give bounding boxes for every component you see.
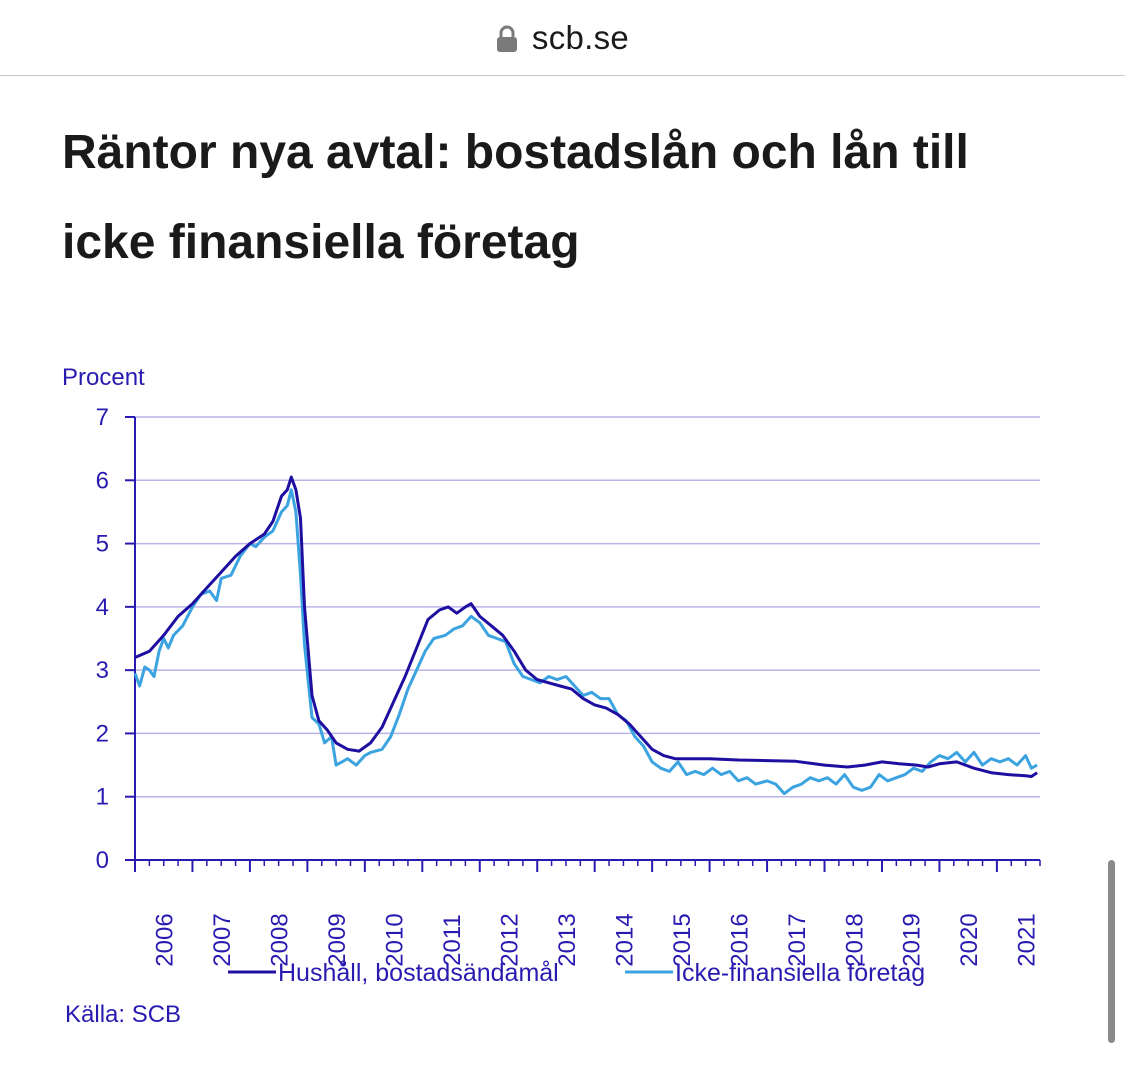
page-title: Räntor nya avtal: bostadslån och lån til… xyxy=(62,126,969,269)
x-tick-label: 2017 xyxy=(784,913,811,966)
y-tick-label: 7 xyxy=(96,404,109,431)
url-domain: scb.se xyxy=(531,18,630,56)
y-tick-label: 0 xyxy=(96,847,109,874)
x-tick-label: 2020 xyxy=(956,913,983,966)
x-tick-label: 2015 xyxy=(669,913,696,966)
x-tick-label: 2010 xyxy=(382,913,409,966)
y-axis-label: Procent xyxy=(62,364,145,391)
legend-label: Icke-finansiella företag xyxy=(675,959,925,987)
interest-rate-chart: Procent 0 1 2 3 4 5 6 7 2006 2007 2008 2009 2010 201… xyxy=(62,364,1041,1028)
x-tick-label: 2011 xyxy=(439,914,466,966)
x-tick-label: 2014 xyxy=(611,913,638,966)
legend-label: Hushåll, bostadsändamål xyxy=(278,959,559,987)
series-line-hush-ll-bostads-ndam-l xyxy=(134,475,1038,778)
y-tick-label: 1 xyxy=(96,784,109,811)
x-tick-label: 2018 xyxy=(841,913,868,966)
y-tick-label: 6 xyxy=(96,467,109,494)
y-tick-label: 5 xyxy=(96,531,109,558)
x-tick-label: 2019 xyxy=(899,913,926,966)
x-tick-label: 2021 xyxy=(1014,913,1041,966)
x-tick-label: 2007 xyxy=(209,913,236,966)
series-line-icke-finansiella-f-retag xyxy=(133,488,1038,796)
lock-icon xyxy=(496,25,517,52)
x-tick-label: 2012 xyxy=(496,913,523,966)
x-tick-label: 2006 xyxy=(152,913,179,966)
x-tick-label: 2016 xyxy=(726,913,753,966)
x-tick-label: 2009 xyxy=(324,913,351,966)
y-tick-label: 4 xyxy=(96,594,109,621)
x-tick-label: 2013 xyxy=(554,913,581,966)
y-tick-label: 3 xyxy=(96,657,109,684)
x-tick-label: 2008 xyxy=(267,913,294,966)
browser-url-bar[interactable]: scb.se xyxy=(0,0,1125,76)
y-tick-label: 2 xyxy=(96,720,109,747)
vertical-scrollbar[interactable] xyxy=(1108,860,1115,1043)
source-note: Källa: SCB xyxy=(65,1001,181,1028)
